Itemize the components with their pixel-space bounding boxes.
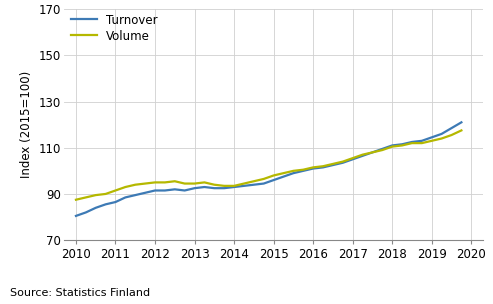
Turnover <box>162 189 168 192</box>
Volume <box>211 183 217 187</box>
Turnover <box>182 189 188 192</box>
Turnover <box>340 161 346 164</box>
Turnover <box>231 185 237 189</box>
Volume <box>122 185 128 189</box>
Volume <box>458 129 464 132</box>
Volume <box>320 164 326 168</box>
Turnover <box>221 186 227 190</box>
Volume <box>93 193 99 197</box>
Volume <box>221 184 227 188</box>
Turnover <box>419 139 425 143</box>
Volume <box>439 137 445 140</box>
Volume <box>182 182 188 185</box>
Volume <box>231 184 237 188</box>
Volume <box>103 192 108 196</box>
Volume <box>449 133 455 137</box>
Y-axis label: Index (2015=100): Index (2015=100) <box>20 71 34 178</box>
Volume <box>380 148 386 152</box>
Volume <box>359 153 365 157</box>
Volume <box>340 160 346 164</box>
Turnover <box>300 169 306 173</box>
Turnover <box>103 202 108 206</box>
Volume <box>409 141 415 145</box>
Volume <box>429 139 435 143</box>
Volume <box>132 183 138 187</box>
Turnover <box>281 175 286 178</box>
Volume <box>290 169 296 173</box>
Turnover <box>241 184 247 188</box>
Turnover <box>458 120 464 124</box>
Volume <box>261 177 267 181</box>
Turnover <box>122 195 128 199</box>
Turnover <box>271 178 277 182</box>
Volume <box>241 182 247 185</box>
Text: Source: Statistics Finland: Source: Statistics Finland <box>10 288 150 298</box>
Turnover <box>93 206 99 210</box>
Volume <box>300 168 306 171</box>
Turnover <box>350 157 355 161</box>
Volume <box>73 198 79 202</box>
Volume <box>389 145 395 148</box>
Volume <box>202 181 208 184</box>
Volume <box>330 162 336 166</box>
Turnover <box>192 186 198 190</box>
Turnover <box>73 214 79 218</box>
Turnover <box>83 211 89 214</box>
Turnover <box>320 166 326 169</box>
Volume <box>281 171 286 175</box>
Turnover <box>261 182 267 185</box>
Volume <box>142 182 148 185</box>
Turnover <box>172 188 178 191</box>
Line: Turnover: Turnover <box>76 122 461 216</box>
Volume <box>350 156 355 160</box>
Turnover <box>330 163 336 167</box>
Volume <box>162 181 168 184</box>
Volume <box>369 150 375 154</box>
Turnover <box>380 147 386 151</box>
Turnover <box>359 154 365 158</box>
Turnover <box>409 140 415 144</box>
Turnover <box>369 150 375 154</box>
Volume <box>271 174 277 177</box>
Turnover <box>211 186 217 190</box>
Turnover <box>132 193 138 197</box>
Turnover <box>142 191 148 195</box>
Volume <box>399 143 405 147</box>
Volume <box>112 189 118 192</box>
Volume <box>192 182 198 185</box>
Legend: Turnover, Volume: Turnover, Volume <box>68 12 160 45</box>
Turnover <box>399 143 405 146</box>
Volume <box>83 195 89 199</box>
Turnover <box>202 185 208 189</box>
Turnover <box>152 189 158 192</box>
Turnover <box>439 132 445 136</box>
Volume <box>172 179 178 183</box>
Volume <box>251 179 257 183</box>
Turnover <box>429 136 435 139</box>
Turnover <box>449 126 455 130</box>
Turnover <box>251 183 257 187</box>
Turnover <box>310 167 316 170</box>
Turnover <box>389 143 395 147</box>
Volume <box>310 166 316 169</box>
Turnover <box>112 200 118 204</box>
Turnover <box>290 171 296 175</box>
Volume <box>419 141 425 145</box>
Line: Volume: Volume <box>76 130 461 200</box>
Volume <box>152 181 158 184</box>
